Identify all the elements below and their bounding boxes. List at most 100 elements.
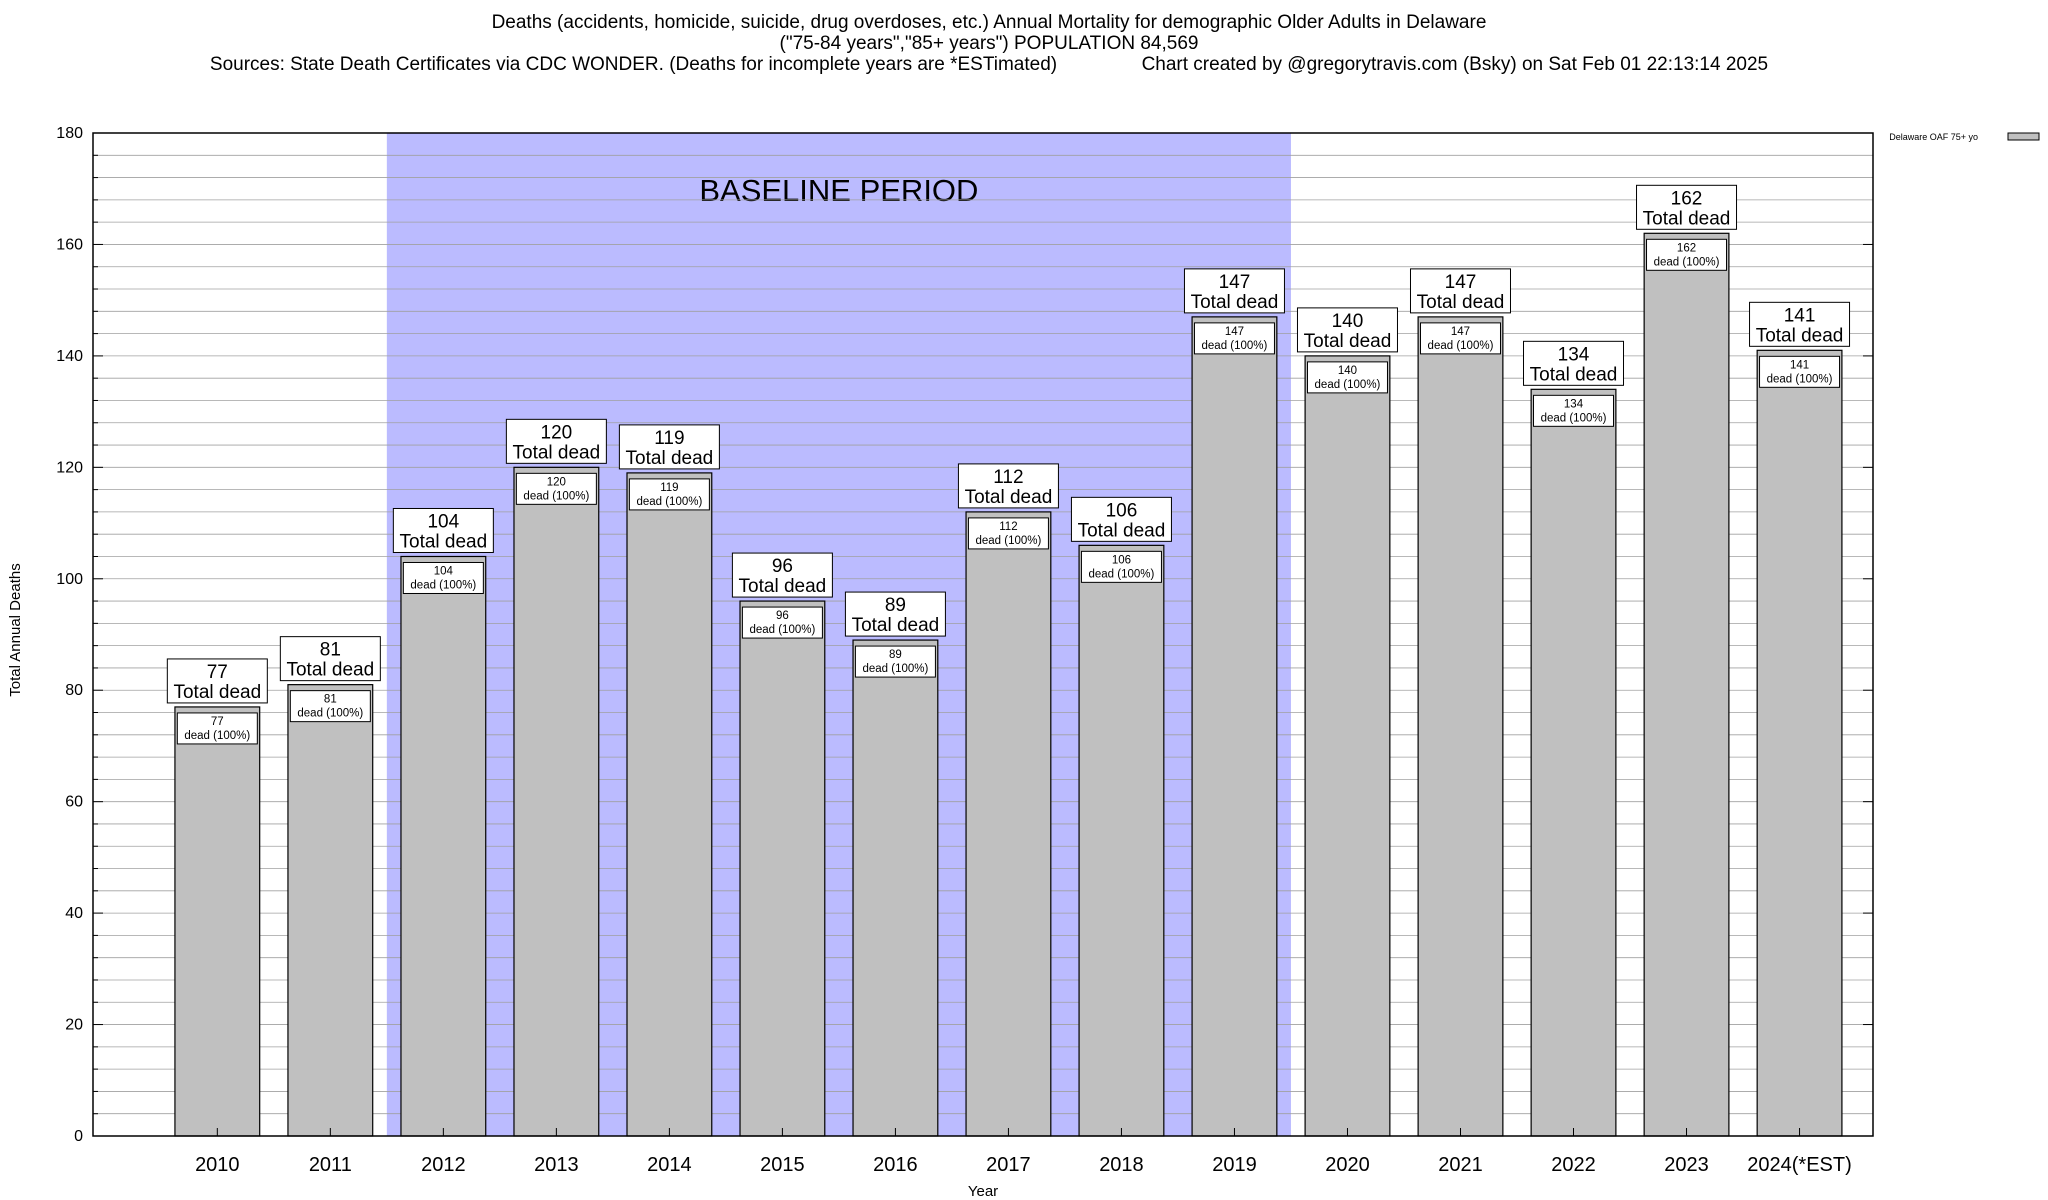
x-tick-label: 2021	[1438, 1154, 1483, 1176]
bar-inner-percent-label: dead (100%)	[862, 663, 928, 675]
bar-top-total-label: Total dead	[626, 448, 714, 469]
bar-inner-value-label: 106	[1112, 554, 1131, 566]
bar-top-value-label: 81	[320, 640, 341, 661]
x-tick-label: 2013	[534, 1154, 579, 1176]
bar-top-value-label: 147	[1445, 272, 1477, 293]
bar-inner-label-box	[1759, 355, 1841, 388]
bar-inner-value-label: 141	[1790, 359, 1809, 371]
bar-top-value-label: 112	[993, 467, 1023, 488]
bar-top-label-box	[731, 552, 833, 598]
bar-inner-value-label: 162	[1677, 242, 1696, 254]
y-tick-label: 20	[65, 1017, 83, 1034]
bar-top-value-label: 141	[1784, 305, 1816, 326]
bar-inner-label-box	[628, 478, 710, 511]
y-tick-label: 60	[65, 794, 83, 811]
bar-inner-percent-label: dead (100%)	[1202, 340, 1268, 352]
bar	[174, 706, 261, 1137]
bar-top-value-label: 162	[1671, 188, 1703, 209]
bar-top-value-label: 77	[207, 662, 228, 683]
y-tick-label: 0	[74, 1128, 83, 1145]
chart-subtitle: ("75-84 years","85+ years") POPULATION 8…	[779, 33, 1199, 54]
bar-top-total-label: Total dead	[286, 660, 374, 681]
bar-inner-label-box	[967, 517, 1049, 550]
bar-inner-value-label: 120	[547, 476, 566, 488]
y-tick-label: 100	[56, 571, 83, 588]
bar-top-label-box	[1296, 307, 1398, 353]
bar-inner-label-box	[1080, 550, 1162, 583]
bar-top-label-box	[1636, 184, 1738, 230]
bar-top-value-label: 134	[1558, 344, 1590, 365]
chart-title-block: Deaths (accidents, homicide, suicide, dr…	[0, 12, 1978, 75]
bar-top-label-box	[392, 507, 494, 553]
bar-inner-value-label: 119	[660, 482, 678, 494]
legend-swatch	[2007, 132, 2040, 141]
bar-inner-value-label: 89	[889, 649, 902, 661]
bar-top-value-label: 140	[1332, 311, 1364, 332]
baseline-period-label: BASELINE PERIOD	[699, 173, 978, 208]
bar	[626, 472, 713, 1137]
bar	[287, 684, 374, 1137]
x-tick-label: 2014	[647, 1154, 692, 1176]
bar-top-value-label: 106	[1106, 500, 1138, 521]
bar-inner-value-label: 147	[1225, 326, 1244, 338]
bar	[400, 555, 487, 1137]
bar-top-total-label: Total dead	[1756, 325, 1844, 346]
x-tick-label: 2020	[1325, 1154, 1370, 1176]
bar-top-total-label: Total dead	[965, 487, 1053, 508]
bar-inner-label-box	[1193, 322, 1275, 355]
x-tick-label: 2016	[873, 1154, 918, 1176]
y-tick-label: 120	[56, 459, 83, 476]
bar-inner-value-label: 134	[1564, 398, 1584, 410]
y-tick-label: 180	[56, 125, 83, 142]
y-tick-label: 160	[56, 236, 83, 253]
y-tick-label: 80	[65, 682, 83, 699]
chart-sources-line: Sources: State Death Certificates via CD…	[0, 54, 1978, 75]
bar-inner-value-label: 81	[324, 694, 337, 706]
bar-top-value-label: 119	[654, 428, 684, 449]
bar-inner-label-box	[1306, 361, 1388, 394]
bar-inner-percent-label: dead (100%)	[1315, 379, 1381, 391]
bar-top-total-label: Total dead	[1078, 520, 1166, 541]
bar-top-label-box	[1070, 496, 1172, 542]
bar-top-label-box	[279, 636, 381, 682]
bar	[739, 600, 826, 1137]
x-tick-label: 2017	[986, 1154, 1031, 1176]
bar-top-value-label: 89	[885, 595, 906, 616]
bar-top-total-label: Total dead	[1304, 331, 1392, 352]
bar-inner-value-label: 112	[999, 521, 1017, 533]
bar-inner-percent-label: dead (100%)	[523, 490, 589, 502]
chart-credit: Chart created by @gregorytravis.com (Bsk…	[1141, 54, 1769, 75]
x-tick-label: 2019	[1212, 1154, 1257, 1176]
bar-inner-percent-label: dead (100%)	[1654, 256, 1720, 268]
bar-inner-label-box	[289, 690, 371, 723]
bar-inner-percent-label: dead (100%)	[1089, 568, 1155, 580]
bar-inner-percent-label: dead (100%)	[1428, 340, 1494, 352]
legend-entry-label: Delaware OAF 75+ yo	[1889, 132, 1978, 142]
bar-inner-value-label: 140	[1338, 365, 1357, 377]
bar-top-label-box	[618, 424, 720, 470]
bar-top-label-box	[1183, 268, 1285, 314]
bar-inner-label-box	[515, 472, 597, 505]
bar-top-value-label: 104	[427, 511, 459, 532]
bar-inner-percent-label: dead (100%)	[1541, 412, 1607, 424]
x-tick-label: 2023	[1664, 1154, 1709, 1176]
bar-top-total-label: Total dead	[1417, 292, 1505, 313]
bar-top-value-label: 147	[1219, 272, 1251, 293]
bar-top-total-label: Total dead	[400, 531, 488, 552]
bar-top-total-label: Total dead	[1643, 208, 1731, 229]
bar-top-value-label: 96	[772, 556, 793, 577]
x-tick-label: 2010	[195, 1154, 240, 1176]
x-tick-label: 2012	[421, 1154, 466, 1176]
bar	[1191, 316, 1278, 1137]
bar-inner-value-label: 77	[211, 716, 224, 728]
bar	[513, 466, 600, 1137]
bar-top-label-box	[1409, 268, 1511, 314]
x-tick-label: 2024(*EST)	[1747, 1154, 1852, 1176]
bar-top-total-label: Total dead	[513, 442, 601, 463]
bar-inner-value-label: 147	[1451, 326, 1470, 338]
bar-top-total-label: Total dead	[173, 682, 261, 703]
bar-inner-percent-label: dead (100%)	[1767, 373, 1833, 385]
bar-inner-percent-label: dead (100%)	[410, 579, 476, 591]
y-axis-label: Total Annual Deaths	[7, 563, 24, 696]
